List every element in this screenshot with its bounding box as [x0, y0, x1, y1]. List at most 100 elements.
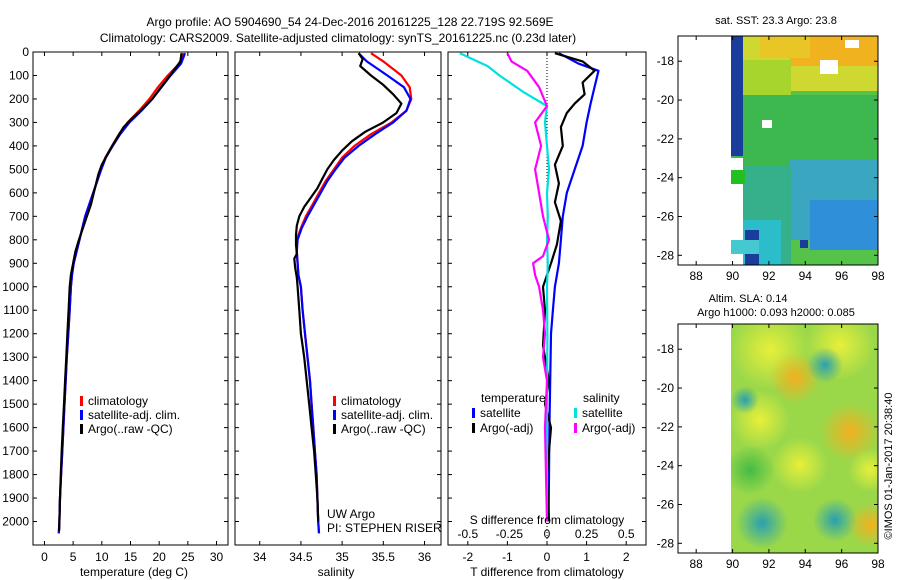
x-tick-label: 30: [210, 550, 224, 564]
plot-frame: [32, 51, 229, 546]
x-tick-label-secondary: 0.25: [575, 527, 599, 541]
y-tick-label: 700: [9, 209, 29, 223]
series-line-2: [58, 53, 183, 531]
x-tick-label: 34.5: [289, 550, 313, 564]
difference-xlabel-secondary: S difference from climatology: [470, 513, 625, 527]
x-tick-label: 36: [418, 550, 432, 564]
y-tick-label: 1800: [2, 468, 29, 482]
map-x-tick-label: 98: [871, 269, 885, 283]
salinity-xlabel: salinity: [318, 565, 355, 579]
y-tick-label: 0: [22, 45, 29, 59]
x-tick-label: 0: [41, 550, 48, 564]
salinity-annotation-2: PI: STEPHEN RISER: [327, 521, 442, 535]
series-line-0: [547, 52, 600, 522]
figure-title-line1: Argo profile: AO 5904690_54 24-Dec-2016 …: [147, 15, 554, 29]
x-tick-label: 34: [253, 550, 267, 564]
sla-map-frame: [677, 323, 879, 554]
y-tick-label: 600: [9, 186, 29, 200]
map-y-tick-label: -24: [657, 459, 675, 473]
legend-swatch: [574, 408, 577, 418]
legend-label: Argo(-adj): [480, 421, 533, 435]
y-tick-label: 1100: [3, 303, 29, 317]
map-x-tick-label: 90: [726, 557, 740, 571]
map-x-tick-label: 94: [799, 557, 813, 571]
x-tick-label: -2: [462, 550, 473, 564]
x-tick-label-secondary: -0.5: [457, 527, 478, 541]
y-tick-label: 800: [9, 233, 29, 247]
salinity-annotation-1: UW Argo: [327, 507, 375, 521]
map-y-tick-label: -22: [657, 132, 675, 146]
salinity-panel: 34 34.5 35 35.5 36 climatologysatellite-adj. …: [234, 51, 442, 564]
y-tick-label: 1400: [2, 374, 29, 388]
map-x-tick-label: 88: [690, 269, 704, 283]
map-y-tick-label: -26: [657, 497, 675, 511]
x-tick-label: 10: [95, 550, 109, 564]
map-y-tick-label: -18: [657, 342, 675, 356]
series-group: [57, 52, 187, 534]
map-x-tick-label: 92: [762, 557, 776, 571]
legend-salinity-header: salinity: [583, 391, 620, 405]
y-tick-label: 900: [9, 256, 29, 270]
legend-swatch: [472, 408, 475, 418]
sla-heatmap: [731, 324, 878, 553]
temperature-panel: 0 5 10 15 20 25 300100200300400500600700800900…: [2, 45, 229, 564]
y-tick-label: 300: [9, 115, 29, 129]
series-group: [293, 52, 413, 534]
x-tick-label: 0: [544, 550, 551, 564]
legend-label: Argo(..raw -QC): [341, 422, 426, 436]
series-line-2: [459, 52, 551, 522]
x-tick-label: 5: [70, 550, 77, 564]
legend-swatch: [472, 423, 475, 433]
legend-label: satellite: [480, 406, 521, 420]
y-tick-label: 1700: [2, 444, 29, 458]
legend-swatch: [574, 423, 577, 433]
map-x-tick-label: 96: [835, 557, 849, 571]
x-tick-label: 35: [335, 550, 349, 564]
sst-map-frame: [677, 35, 879, 266]
map-y-tick-label: -22: [657, 420, 675, 434]
plot-frame: [234, 51, 442, 546]
legend-label: Argo(-adj): [582, 421, 635, 435]
legend-label: climatology: [88, 394, 148, 408]
x-tick-label: 20: [152, 550, 166, 564]
y-tick-label: 1000: [2, 280, 29, 294]
legend-swatch: [333, 424, 336, 434]
legend-swatch: [333, 396, 336, 406]
map-y-tick-label: -20: [657, 93, 675, 107]
map-y-tick-label: -24: [657, 171, 675, 185]
legend-swatch: [333, 410, 336, 420]
y-tick-label: 2000: [2, 515, 29, 529]
x-tick-label: 1: [583, 550, 590, 564]
y-tick-label: 1300: [2, 350, 29, 364]
map-x-tick-label: 96: [835, 269, 849, 283]
imos-stamp: ©IMOS 01-Jan-2017 20:38:40: [883, 393, 895, 540]
map-y-tick-label: -28: [657, 536, 675, 550]
sla-map-title-1: Altim. SLA: 0.14: [709, 293, 788, 305]
map-x-tick-label: 88: [690, 557, 704, 571]
map-x-tick-label: 90: [726, 269, 740, 283]
y-tick-label: 1200: [2, 327, 29, 341]
map-x-tick-label: 98: [871, 557, 885, 571]
map-y-tick-label: -28: [657, 248, 675, 262]
legend-label: satellite: [582, 406, 623, 420]
series-line-1: [295, 52, 412, 534]
x-tick-label: 15: [124, 550, 138, 564]
map-y-tick-label: -18: [657, 54, 675, 68]
legend-swatch: [80, 424, 83, 434]
difference-panel: -2 -1 0 1 2-0.5 -0.25 0 0.25 0.5satelliteArgo(-a…: [447, 51, 647, 564]
y-tick-label: 100: [9, 68, 29, 82]
sst-map-title: sat. SST: 23.3 Argo: 23.8: [715, 15, 837, 27]
x-tick-label: 25: [181, 550, 195, 564]
y-tick-label: 500: [9, 162, 29, 176]
x-tick-label: -1: [502, 550, 513, 564]
sst-heatmap: [731, 36, 878, 265]
figure-title-line2: Climatology: CARS2009. Satellite-adjuste…: [100, 31, 576, 45]
y-tick-label: 1900: [2, 491, 29, 505]
map-y-tick-label: -20: [657, 381, 675, 395]
legend-temperature-header: temperature: [481, 391, 546, 405]
series-group: [459, 52, 600, 522]
legend-label: satellite-adj. clim.: [88, 408, 180, 422]
map-x-tick-label: 92: [762, 269, 776, 283]
legend-swatch: [80, 410, 83, 420]
